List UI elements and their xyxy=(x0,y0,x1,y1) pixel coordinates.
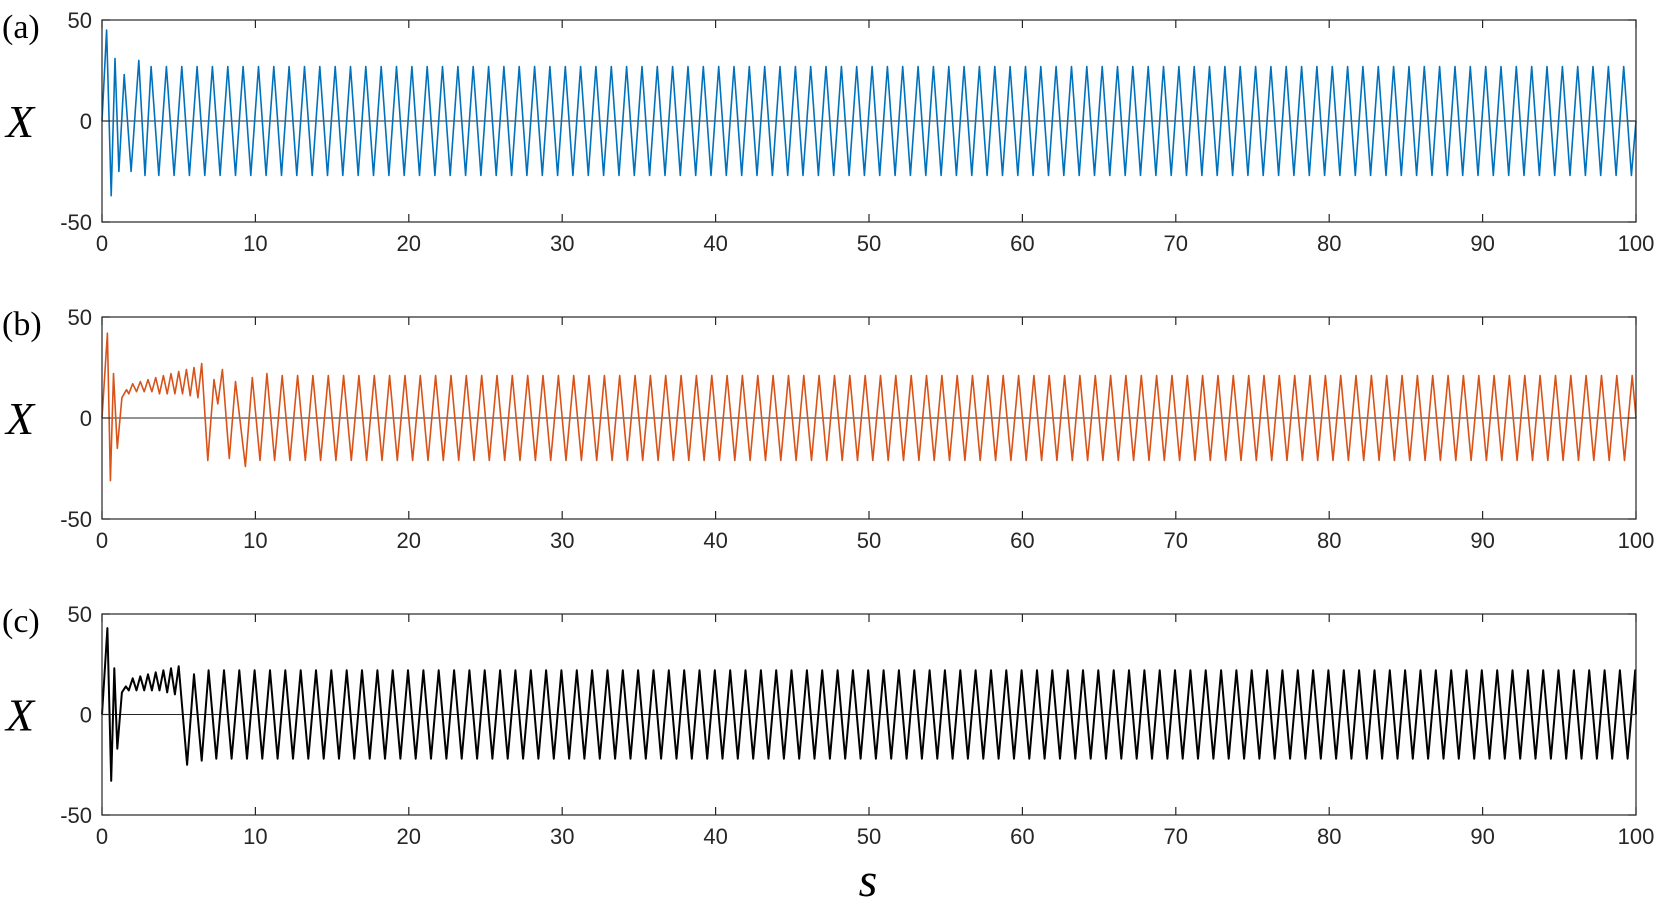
x-tick-label: 50 xyxy=(857,528,881,553)
x-tick-label: 30 xyxy=(550,231,574,256)
x-tick-label: 80 xyxy=(1317,824,1341,849)
x-tick-label: 100 xyxy=(1618,528,1655,553)
x-tick-label: 10 xyxy=(243,231,267,256)
x-tick-label: 50 xyxy=(857,231,881,256)
y-axis-label: X xyxy=(4,393,36,444)
x-tick-label: 60 xyxy=(1010,528,1034,553)
x-tick-label: 30 xyxy=(550,528,574,553)
x-tick-label: 0 xyxy=(96,528,108,553)
panel-label: (b) xyxy=(2,306,42,343)
x-tick-label: 90 xyxy=(1470,528,1494,553)
x-tick-label: 40 xyxy=(703,231,727,256)
x-tick-label: 80 xyxy=(1317,231,1341,256)
y-tick-label: -50 xyxy=(60,803,92,828)
series-line xyxy=(101,29,1637,197)
series-line xyxy=(101,627,1637,782)
x-tick-label: 50 xyxy=(857,824,881,849)
series-line xyxy=(101,332,1637,482)
x-tick-label: 60 xyxy=(1010,824,1034,849)
y-tick-label: 50 xyxy=(68,8,92,33)
y-tick-label: 50 xyxy=(68,305,92,330)
y-axis-label: X xyxy=(4,96,36,147)
y-tick-label: 0 xyxy=(80,406,92,431)
panel-label: (a) xyxy=(2,9,40,46)
x-tick-label: 60 xyxy=(1010,231,1034,256)
x-tick-label: 70 xyxy=(1164,231,1188,256)
y-tick-label: 0 xyxy=(80,703,92,728)
y-axis-label: X xyxy=(4,690,36,741)
y-tick-label: 0 xyxy=(80,109,92,134)
panel-label: (c) xyxy=(2,603,40,640)
x-tick-label: 70 xyxy=(1164,824,1188,849)
x-tick-label: 90 xyxy=(1470,231,1494,256)
x-tick-label: 70 xyxy=(1164,528,1188,553)
x-tick-label: 20 xyxy=(397,231,421,256)
x-axis-label: s xyxy=(859,854,878,907)
x-tick-label: 20 xyxy=(397,824,421,849)
x-tick-label: 40 xyxy=(703,824,727,849)
x-tick-label: 10 xyxy=(243,824,267,849)
y-tick-label: 50 xyxy=(68,602,92,627)
x-tick-label: 0 xyxy=(96,824,108,849)
x-tick-label: 90 xyxy=(1470,824,1494,849)
x-tick-label: 100 xyxy=(1618,824,1655,849)
x-tick-label: 0 xyxy=(96,231,108,256)
x-tick-label: 100 xyxy=(1618,231,1655,256)
x-tick-label: 40 xyxy=(703,528,727,553)
y-tick-label: -50 xyxy=(60,210,92,235)
x-tick-label: 30 xyxy=(550,824,574,849)
y-tick-label: -50 xyxy=(60,507,92,532)
x-tick-label: 10 xyxy=(243,528,267,553)
x-tick-label: 20 xyxy=(397,528,421,553)
x-tick-label: 80 xyxy=(1317,528,1341,553)
